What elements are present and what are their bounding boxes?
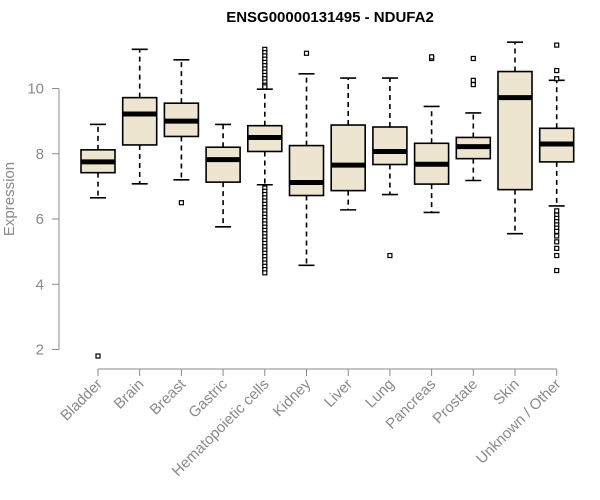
- y-tick-label: 10: [27, 81, 44, 98]
- outlier-point: [429, 54, 435, 60]
- outlier-point: [262, 84, 268, 90]
- box-bladder: [80, 123, 116, 359]
- outlier-point: [470, 81, 476, 88]
- box-liver: [330, 77, 367, 211]
- outlier-point: [262, 270, 268, 276]
- outlier-point: [95, 353, 101, 359]
- boxes: [80, 41, 575, 359]
- box-breast: [163, 58, 200, 206]
- box-gastric: [205, 123, 241, 228]
- x-tick-label: Breast: [147, 375, 190, 418]
- outlier-point: [554, 239, 560, 245]
- outlier-point: [554, 233, 560, 239]
- box-brain: [121, 48, 158, 185]
- box-iqr: [288, 144, 325, 197]
- box-iqr: [121, 96, 158, 146]
- box-lung: [372, 77, 408, 259]
- y-axis-label: Expression: [1, 162, 18, 236]
- outlier-point: [554, 208, 560, 214]
- outlier-point: [554, 67, 560, 74]
- outlier-point: [178, 200, 184, 206]
- outlier-point: [387, 252, 393, 259]
- chart-title: ENSG00000131495 - NDUFA2: [226, 9, 434, 26]
- outlier-point: [554, 245, 560, 251]
- outlier-point: [554, 267, 560, 274]
- outlier-point: [554, 42, 560, 48]
- outlier-point: [554, 228, 560, 234]
- x-tick-label: Brain: [111, 376, 148, 413]
- box-unknown-other: [538, 42, 575, 274]
- outlier-point: [554, 76, 560, 82]
- y-axis: 2 4 6 8 10: [27, 81, 60, 359]
- box-pancreas: [413, 54, 450, 214]
- box-kidney: [288, 50, 325, 267]
- outlier-point: [554, 252, 560, 259]
- x-tick-label: Prostate: [430, 376, 482, 428]
- box-iqr: [205, 146, 241, 183]
- y-tick-label: 8: [36, 146, 44, 163]
- y-tick-label: 2: [36, 342, 44, 359]
- x-tick-label: Lung: [362, 376, 398, 412]
- x-tick-label: Liver: [321, 376, 356, 411]
- outlier-point: [303, 50, 310, 56]
- y-tick-label: 4: [36, 276, 44, 293]
- box-iqr: [372, 126, 408, 166]
- x-tick-label: Skin: [490, 376, 523, 409]
- x-tick-label: Kidney: [270, 375, 315, 420]
- box-skin: [497, 41, 533, 235]
- outlier-point: [470, 55, 476, 62]
- box-hematopoietic-cells: [247, 46, 283, 276]
- box-iqr: [330, 124, 367, 192]
- outlier-point: [470, 77, 476, 83]
- y-tick-label: 6: [36, 211, 44, 228]
- x-tick-label: Bladder: [57, 376, 106, 425]
- box-iqr: [497, 70, 533, 191]
- box-prostate: [455, 55, 492, 182]
